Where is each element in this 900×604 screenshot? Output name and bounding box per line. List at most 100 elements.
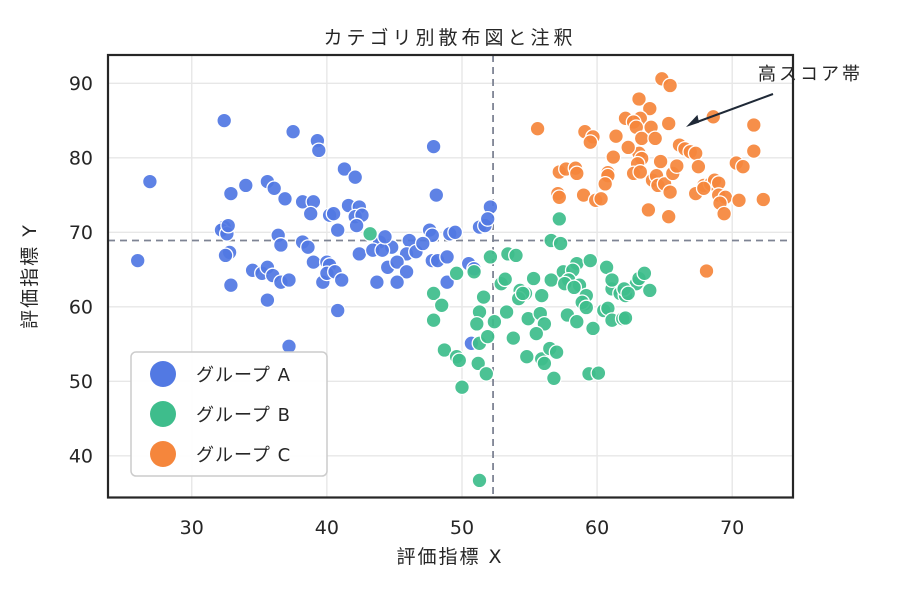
scatter-point [585,320,601,337]
scatter-point [468,315,485,332]
scatter-point [660,115,677,132]
scatter-point [568,165,585,182]
scatter-point [374,242,391,259]
scatter-point [325,205,342,222]
y-tick-label: 70 [69,222,93,244]
series-グループ A [129,112,499,355]
x-axis-label: 評価指標 X [396,546,503,568]
scatter-point [272,237,289,253]
scatter-point [690,158,707,175]
scatter-point [478,365,495,382]
scatter-point [514,285,531,302]
scatter-point [347,169,364,186]
x-tick-label: 30 [180,517,204,539]
scatter-point [398,263,415,280]
scatter-point [620,139,637,156]
series-グループ B [362,210,658,489]
scatter-point [698,263,715,279]
scatter-points [129,70,772,489]
y-tick-label: 60 [69,296,93,318]
y-axis-label: 評価指標 Y [19,223,41,329]
scatter-point [582,134,599,151]
scatter-point [454,379,470,396]
scatter-point [222,277,239,294]
scatter-point [620,285,637,302]
scatter-point [497,271,514,288]
scatter-point [470,355,487,372]
legend-box [130,351,328,477]
scatter-point [348,217,365,234]
scatter-point [439,248,456,265]
scatter-point [448,265,465,282]
chart-title: カテゴリ別散布図と注釈 [323,27,576,49]
scatter-point [479,210,496,227]
scatter-point [217,247,234,264]
y-tick-label: 50 [69,371,93,393]
scatter-point [266,180,283,197]
scatter-point [471,472,488,489]
scatter-point [141,173,158,190]
scatter-point [641,282,658,299]
scatter-point [695,180,712,197]
scatter-point [508,247,524,264]
scatter-point [745,117,762,133]
scatter-point [425,312,442,329]
scatter-point [129,252,146,269]
scatter-point [551,189,568,206]
scatter-point [329,302,346,319]
plot-frame [106,53,795,499]
annotation-label: 高スコア帯 [758,64,863,85]
scatter-point [414,235,431,252]
legend-marker-group-a [150,361,176,387]
scatter-point [597,175,614,192]
x-tick-label: 50 [450,517,474,539]
scatter-point [362,225,379,242]
y-tick-label: 90 [69,73,93,95]
scatter-point [333,272,350,288]
scatter-point [533,287,550,304]
scatter-point [578,299,595,316]
scatter-point [640,201,657,218]
scatter-point [545,370,562,387]
scatter-point [310,142,327,159]
scatter-point [451,352,468,369]
scatter-point [486,313,503,330]
scatter-point [590,365,607,382]
scatter-point [604,272,620,288]
scatter-point [745,143,762,160]
scatter-point [498,304,515,320]
scatter-point [447,224,464,241]
scatter-point [608,128,624,145]
scatter-point [436,342,453,358]
scatter-point [636,265,653,282]
scatter-point [568,313,585,330]
scatter-point [216,112,233,129]
scatter-point [285,123,302,140]
scatter-point [551,210,568,227]
scatter-point [755,191,772,208]
scatter-point [281,272,297,288]
scatter-point [433,297,450,314]
scatter-point [716,205,733,222]
scatter-point [518,348,535,365]
scatter-point [662,184,679,201]
scatter-point [377,228,393,245]
scatter-point [329,222,346,239]
scatter-point [660,208,677,225]
scatter-point [536,355,553,372]
x-tick-label: 40 [315,517,339,539]
scatter-point [593,190,610,207]
annotation: 高スコア帯 [686,64,863,127]
scatter-point [528,325,545,342]
scatter-point [336,161,353,177]
scatter-point [525,270,542,287]
legend-item-group-b: グループ B [150,401,290,427]
scatter-point [617,310,634,326]
x-tick-label: 60 [585,517,609,539]
scatter-point [687,145,704,162]
scatter-point [425,285,442,302]
scatter-point [552,235,569,252]
legend-label-group-a: グループ A [196,365,291,386]
